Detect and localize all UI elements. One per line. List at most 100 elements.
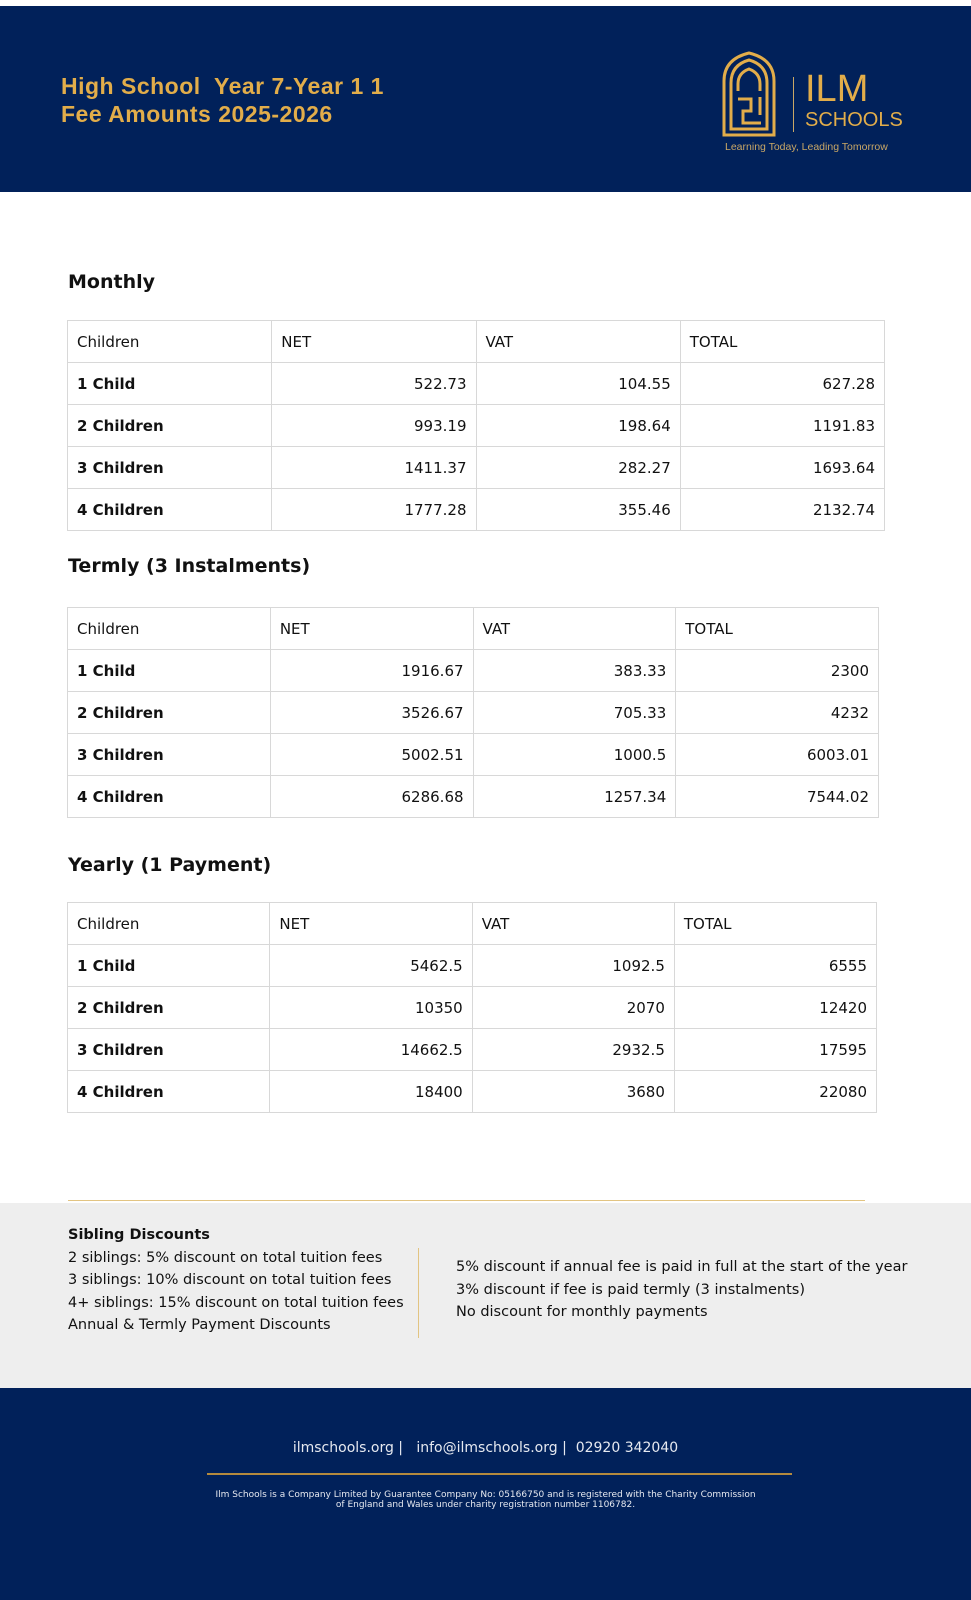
table-cell: 1191.83 bbox=[679, 404, 886, 447]
table-cell: 22080 bbox=[673, 1070, 878, 1113]
table-cell: 2932.5 bbox=[471, 1028, 675, 1071]
column-header: VAT bbox=[471, 902, 675, 945]
section-title: Termly (3 Instalments) bbox=[68, 555, 311, 577]
discounts-panel bbox=[0, 1203, 971, 1388]
column-header: Children bbox=[67, 607, 271, 650]
table-cell: 17595 bbox=[673, 1028, 878, 1071]
table-cell: 5002.51 bbox=[269, 733, 474, 776]
divider bbox=[68, 1200, 865, 1201]
column-header: TOTAL bbox=[673, 902, 878, 945]
column-header: NET bbox=[269, 607, 474, 650]
table-cell: 2070 bbox=[471, 986, 675, 1029]
table-cell: 104.55 bbox=[475, 362, 681, 405]
table-cell: 5462.5 bbox=[269, 944, 473, 987]
table-cell: 3526.67 bbox=[269, 691, 474, 734]
table-cell: 705.33 bbox=[472, 691, 677, 734]
title-line-1: High School Year 7-Year 1 1 bbox=[61, 73, 384, 99]
table-header-row: Children NET VAT TOTAL bbox=[66, 320, 886, 363]
table-cell: 6003.01 bbox=[675, 733, 879, 776]
row-label: 1 Child bbox=[66, 362, 273, 405]
row-label: 4 Children bbox=[66, 1070, 271, 1113]
table-cell: 6286.68 bbox=[269, 775, 474, 818]
table-cell: 282.27 bbox=[475, 446, 681, 489]
footer: ilmschools.org | info@ilmschools.org | 0… bbox=[0, 1388, 971, 1600]
column-header: VAT bbox=[475, 320, 681, 363]
contact-info: ilmschools.org | info@ilmschools.org | 0… bbox=[292, 1440, 679, 1456]
row-label: 1 Child bbox=[66, 944, 271, 987]
row-label: 4 Children bbox=[66, 488, 273, 531]
discount-item: No discount for monthly payments bbox=[456, 1304, 708, 1320]
table-row: 2 Children 993.19 198.64 1191.83 bbox=[66, 404, 886, 447]
logo-tagline: Learning Today, Leading Tomorrow bbox=[725, 141, 888, 153]
table-cell: 355.46 bbox=[475, 488, 681, 531]
row-label: 2 Children bbox=[67, 691, 271, 734]
table-row: 4 Children 6286.68 1257.34 7544.02 bbox=[67, 775, 879, 818]
discount-item: 5% discount if annual fee is paid in ful… bbox=[456, 1259, 908, 1275]
fee-table: Children NET VAT TOTAL 1 Child 1916.67 383.33 2… bbox=[67, 607, 879, 818]
table-cell: 18400 bbox=[269, 1070, 473, 1113]
table-cell: 6555 bbox=[673, 944, 878, 987]
arch-logo-icon bbox=[722, 51, 776, 137]
legal-line: of England and Wales under charity regis… bbox=[335, 1500, 636, 1510]
table-cell: 1693.64 bbox=[679, 446, 886, 489]
table-row: 1 Child 1916.67 383.33 2300 bbox=[67, 649, 879, 692]
table-row: 3 Children 14662.5 2932.5 17595 bbox=[66, 1028, 878, 1071]
table-cell: 522.73 bbox=[271, 362, 477, 405]
table-cell: 14662.5 bbox=[269, 1028, 473, 1071]
table-cell: 4232 bbox=[675, 691, 879, 734]
table-row: 4 Children 1777.28 355.46 2132.74 bbox=[66, 488, 886, 531]
discount-item: 2 siblings: 5% discount on total tuition… bbox=[68, 1249, 383, 1266]
table-cell: 7544.02 bbox=[675, 775, 879, 818]
table-cell: 1092.5 bbox=[471, 944, 675, 987]
payment-discounts: 5% discount if annual fee is paid in ful… bbox=[456, 1256, 907, 1324]
table-row: 2 Children 3526.67 705.33 4232 bbox=[67, 691, 879, 734]
table-cell: 2132.74 bbox=[679, 488, 886, 531]
table-cell: 1000.5 bbox=[472, 733, 677, 776]
table-row: 2 Children 10350 2070 12420 bbox=[66, 986, 878, 1029]
row-label: 4 Children bbox=[67, 775, 271, 818]
discount-item: Annual & Termly Payment Discounts bbox=[68, 1317, 331, 1333]
logo-divider bbox=[793, 77, 794, 132]
fee-table: Children NET VAT TOTAL 1 Child 522.73 104.55 62… bbox=[66, 320, 886, 531]
table-cell: 383.33 bbox=[472, 649, 677, 692]
row-label: 2 Children bbox=[66, 404, 273, 447]
ilm-schools-logo: ILM SCHOOLS Learning Today, Leading Tomo… bbox=[722, 49, 925, 164]
table-header-row: Children NET VAT TOTAL bbox=[67, 607, 879, 650]
page-title: High School Year 7-Year 1 1 Fee Amounts … bbox=[61, 72, 384, 128]
discount-item: 3% discount if fee is paid termly (3 ins… bbox=[456, 1281, 805, 1298]
table-header-row: Children NET VAT TOTAL bbox=[66, 902, 878, 945]
column-header: VAT bbox=[472, 607, 677, 650]
table-cell: 993.19 bbox=[271, 404, 477, 447]
row-label: 3 Children bbox=[66, 446, 273, 489]
logo-subname: SCHOOLS bbox=[805, 109, 903, 131]
discounts-heading: Sibling Discounts bbox=[68, 1227, 210, 1243]
column-header: TOTAL bbox=[675, 607, 879, 650]
discount-item: 4+ siblings: 15% discount on total tuiti… bbox=[68, 1294, 404, 1311]
vertical-divider bbox=[418, 1248, 419, 1338]
fee-table: Children NET VAT TOTAL 1 Child 5462.5 1092.5 65… bbox=[66, 902, 878, 1113]
table-cell: 10350 bbox=[269, 986, 473, 1029]
row-label: 3 Children bbox=[67, 733, 271, 776]
table-row: 1 Child 522.73 104.55 627.28 bbox=[66, 362, 886, 405]
section-title: Yearly (1 Payment) bbox=[68, 854, 272, 876]
row-label: 3 Children bbox=[66, 1028, 271, 1071]
footer-divider bbox=[207, 1473, 792, 1475]
column-header: Children bbox=[66, 320, 273, 363]
column-header: Children bbox=[66, 902, 271, 945]
title-line-2: Fee Amounts 2025-2026 bbox=[61, 101, 333, 127]
sibling-discounts: Sibling Discounts 2 siblings: 5% discoun… bbox=[68, 1224, 404, 1337]
table-row: 1 Child 5462.5 1092.5 6555 bbox=[66, 944, 878, 987]
header-banner: High School Year 7-Year 1 1 Fee Amounts … bbox=[0, 6, 971, 192]
table-cell: 1257.34 bbox=[472, 775, 677, 818]
row-label: 2 Children bbox=[66, 986, 271, 1029]
column-header: TOTAL bbox=[679, 320, 886, 363]
table-cell: 627.28 bbox=[679, 362, 886, 405]
column-header: NET bbox=[269, 902, 473, 945]
table-cell: 2300 bbox=[675, 649, 879, 692]
column-header: NET bbox=[271, 320, 477, 363]
table-cell: 1777.28 bbox=[271, 488, 477, 531]
table-cell: 1916.67 bbox=[269, 649, 474, 692]
logo-name: ILM bbox=[805, 68, 869, 110]
row-label: 1 Child bbox=[67, 649, 271, 692]
discount-item: 3 siblings: 10% discount on total tuitio… bbox=[68, 1272, 392, 1288]
